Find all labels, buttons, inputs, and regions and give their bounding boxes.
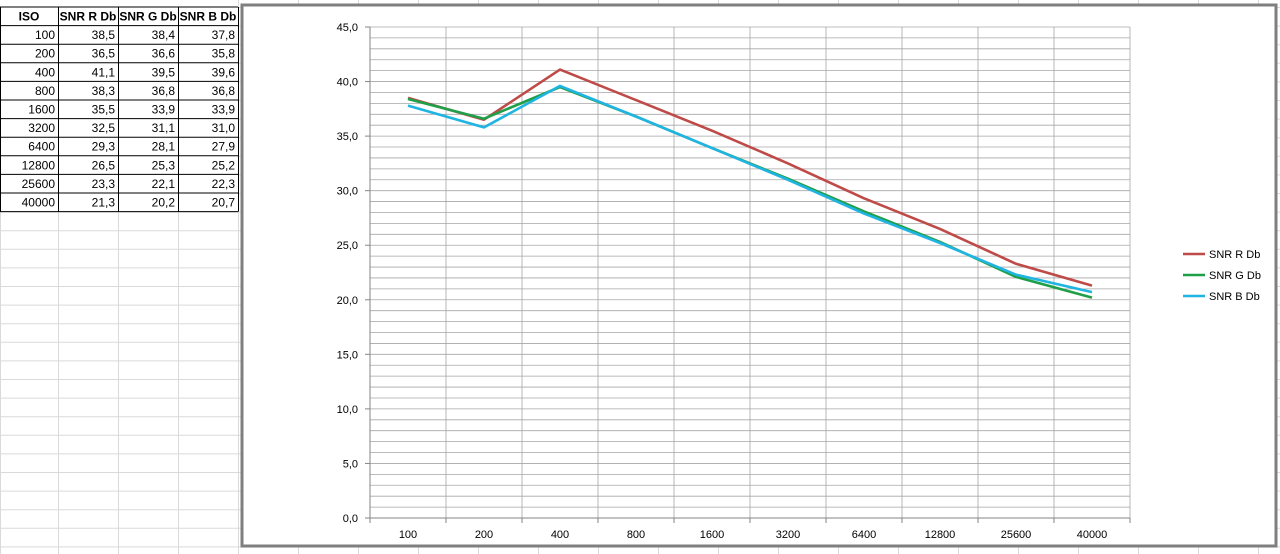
x-tick-label: 25600 (1001, 529, 1032, 541)
table-cell[interactable]: 200 (35, 47, 55, 61)
table-cell[interactable]: 21,3 (92, 196, 116, 210)
table-cell[interactable]: 36,8 (212, 84, 236, 98)
table-cell[interactable]: 39,5 (152, 65, 176, 79)
x-tick-label: 800 (627, 529, 645, 541)
y-tick-label: 0,0 (343, 513, 358, 525)
table-cell[interactable]: 20,7 (212, 196, 236, 210)
y-tick-label: 15,0 (337, 349, 358, 361)
chart-area[interactable] (240, 3, 1278, 548)
table-cell[interactable]: 37,8 (212, 28, 236, 42)
table-cell[interactable]: 20,2 (152, 196, 176, 210)
table-cell[interactable]: 31,1 (152, 121, 176, 135)
table-cell[interactable]: 32,5 (92, 121, 116, 135)
x-tick-label: 12800 (925, 529, 956, 541)
table-cell[interactable]: 39,6 (212, 65, 236, 79)
table-cell[interactable]: 40000 (22, 196, 56, 210)
y-tick-label: 45,0 (337, 22, 358, 34)
series-line[interactable] (407, 68, 1093, 287)
table-cell[interactable]: 33,9 (212, 103, 236, 117)
table-cell[interactable]: 26,5 (92, 158, 116, 172)
x-tick-label: 6400 (852, 529, 876, 541)
table-cell[interactable]: 38,3 (92, 84, 116, 98)
y-tick-label: 30,0 (337, 186, 358, 198)
legend-label: SNR R Db (1209, 249, 1260, 261)
table-cell[interactable]: 100 (35, 28, 55, 42)
x-tick-label: 1600 (700, 529, 724, 541)
table-cell[interactable]: 22,1 (152, 177, 176, 191)
table-cell[interactable]: 36,6 (152, 47, 176, 61)
table-cell[interactable]: 1600 (28, 103, 55, 117)
table-cell[interactable]: 22,3 (212, 177, 236, 191)
table-cell[interactable]: 29,3 (92, 140, 116, 154)
y-tick-label: 40,0 (337, 77, 358, 89)
y-tick-label: 20,0 (337, 295, 358, 307)
table-cell[interactable]: 25,2 (212, 158, 236, 172)
table-cell[interactable]: 38,5 (92, 28, 116, 42)
table-cell[interactable]: 25600 (22, 177, 56, 191)
table-cell[interactable]: 6400 (28, 140, 55, 154)
table-cell[interactable]: 25,3 (152, 158, 176, 172)
y-tick-label: 25,0 (337, 240, 358, 252)
y-tick-label: 35,0 (337, 131, 358, 143)
table-cell[interactable]: 35,5 (92, 103, 116, 117)
data-table: ISO SNR R Db SNR G Db SNR B Db 100 38,5 38,4 37… (0, 0, 239, 213)
table-cell[interactable]: 41,1 (92, 65, 116, 79)
y-tick-label: 10,0 (337, 404, 358, 416)
table-cell[interactable]: 800 (35, 84, 55, 98)
table-cell[interactable]: 3200 (28, 121, 55, 135)
legend: SNR R Db SNR G Db SNR B Db (1183, 249, 1261, 303)
table-cell[interactable]: 33,9 (152, 103, 176, 117)
table-cell[interactable]: 35,8 (212, 47, 236, 61)
x-tick-label: 200 (475, 529, 493, 541)
header-cell[interactable]: SNR R Db (60, 10, 117, 24)
x-tick-label: 40000 (1077, 529, 1108, 541)
table-cell[interactable]: 38,4 (152, 28, 176, 42)
y-tick-label: 5,0 (343, 458, 358, 470)
table-cell[interactable]: 36,8 (152, 84, 176, 98)
legend-label: SNR G Db (1209, 270, 1261, 282)
header-cell[interactable]: ISO (19, 10, 40, 24)
table-cell[interactable]: 23,3 (92, 177, 116, 191)
table-cell[interactable]: 36,5 (92, 47, 116, 61)
x-tick-label: 100 (399, 529, 417, 541)
x-tick-label: 3200 (776, 529, 800, 541)
plot-area: 0,0 5,0 10,0 15,0 20,0 25,0 30,0 35,0 40,0 45,0 10… (337, 22, 1131, 541)
table-cell[interactable]: 27,9 (212, 140, 236, 154)
table-cell[interactable]: 28,1 (152, 140, 176, 154)
legend-label: SNR B Db (1209, 291, 1260, 303)
series-line[interactable] (407, 84, 1093, 294)
table-cell[interactable]: 31,0 (212, 121, 236, 135)
header-cell[interactable]: SNR B Db (180, 10, 237, 24)
table-cell[interactable]: 12800 (22, 158, 56, 172)
table-cell[interactable]: 400 (35, 65, 55, 79)
x-tick-label: 400 (551, 529, 569, 541)
header-cell[interactable]: SNR G Db (119, 10, 176, 24)
